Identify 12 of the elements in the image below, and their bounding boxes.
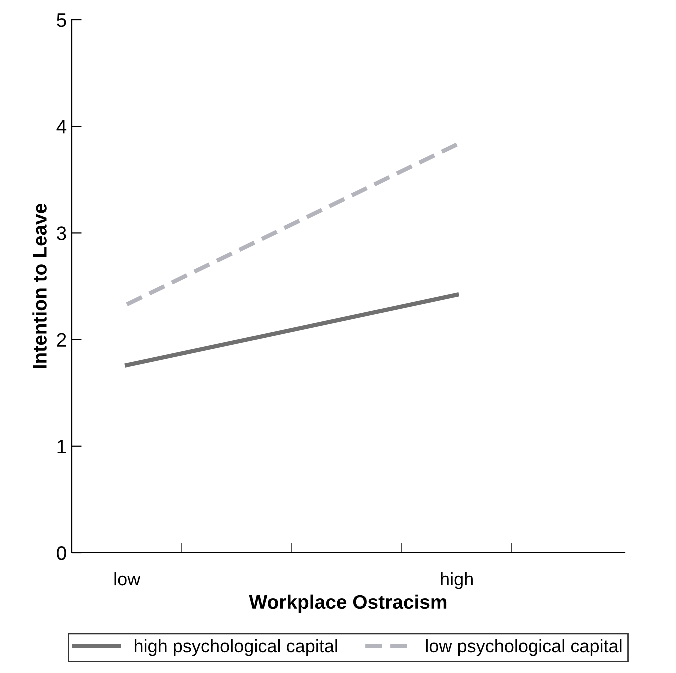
y-tick-label: 4	[56, 120, 67, 134]
legend-label: low psychological capital	[426, 639, 622, 656]
y-tick-label: 1	[58, 440, 66, 454]
x-tick-label: high	[441, 572, 473, 590]
y-tick-label: 5	[57, 14, 66, 28]
y-axis-title: Intention to Leave	[32, 204, 47, 368]
y-tick-label: 0	[57, 546, 66, 560]
x-tick-label: low	[114, 572, 141, 586]
legend-label: high psychological capital	[134, 639, 338, 656]
x-axis-title: Workplace Ostracism	[249, 594, 447, 613]
y-tick-label: 3	[57, 226, 66, 240]
y-tick-label: 2	[57, 333, 66, 347]
